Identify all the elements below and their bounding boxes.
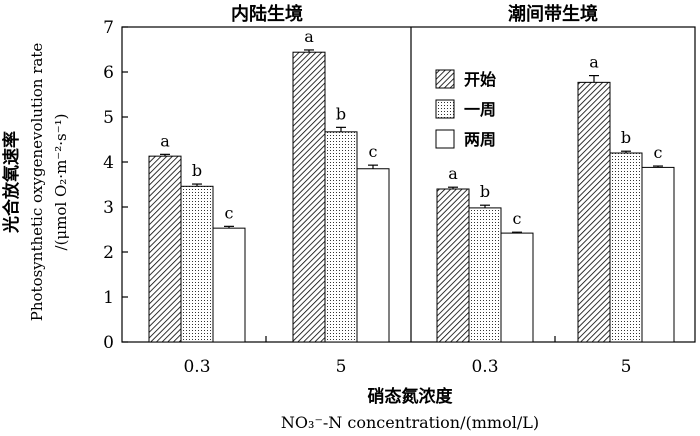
- legend-swatch-week2: [435, 129, 455, 149]
- y-tick-label: 0: [103, 333, 114, 353]
- x-axis-label-en: NO₃⁻-N concentration/(mmol/L): [281, 413, 539, 432]
- bar: [180, 185, 214, 343]
- significance-letter: b: [480, 182, 490, 201]
- x-tick-label: 5: [336, 357, 347, 377]
- y-tick-label: 2: [103, 243, 114, 263]
- y-axis: 0 1 2 3 4 5 6 7: [103, 18, 128, 353]
- significance-letters: a b c a b c a b c a b c: [160, 27, 662, 228]
- y-axis-label-cn: 光合放氧速率: [1, 131, 22, 234]
- significance-letter: a: [304, 27, 314, 46]
- y-axis-label-en: Photosynthetic oxygenevolution rate: [28, 43, 46, 322]
- bar: [148, 155, 182, 343]
- legend-swatch-week1: [435, 99, 455, 119]
- legend-label-week2: 两周: [464, 130, 496, 149]
- bar: [292, 51, 326, 343]
- y-tick-label: 4: [103, 153, 114, 173]
- x-tick-label: 0.3: [471, 357, 498, 377]
- bar: [577, 81, 611, 343]
- bar: [609, 152, 643, 343]
- significance-letter: a: [160, 131, 170, 150]
- x-tick-label: 5: [621, 357, 632, 377]
- y-tick-label: 5: [103, 108, 114, 128]
- bar: [500, 232, 534, 343]
- bar-series: [148, 49, 675, 343]
- significance-letter: a: [448, 164, 458, 183]
- y-tick-label: 7: [103, 18, 114, 38]
- panel-title-left: 内陆生境: [231, 3, 303, 25]
- legend: 开始 一周 两周: [435, 69, 496, 149]
- significance-letter: b: [336, 104, 346, 123]
- y-axis-unit: /(μmol O₂·m⁻²·s⁻¹): [52, 114, 70, 251]
- bar: [436, 188, 470, 343]
- panel-title-right: 潮间带生境: [508, 3, 598, 25]
- significance-letter: c: [513, 209, 522, 228]
- significance-letter: c: [654, 143, 663, 162]
- plot-frame: [121, 26, 696, 343]
- y-tick-label: 6: [103, 63, 114, 83]
- y-tick-label: 1: [103, 288, 114, 308]
- legend-label-start: 开始: [464, 70, 496, 89]
- significance-letter: b: [621, 128, 631, 147]
- x-axis: 0.3 5 0.3 5: [183, 336, 631, 377]
- x-axis-label-cn: 硝态氮浓度: [368, 386, 454, 407]
- legend-label-week1: 一周: [464, 100, 496, 119]
- bar: [468, 207, 502, 343]
- y-tick-label: 3: [103, 198, 114, 218]
- significance-letter: b: [192, 161, 202, 180]
- x-tick-label: 0.3: [183, 357, 210, 377]
- significance-letter: c: [225, 203, 234, 222]
- bar: [212, 227, 246, 343]
- bar: [641, 166, 675, 343]
- significance-letter: a: [589, 53, 599, 72]
- bar: [324, 131, 358, 343]
- significance-letter: c: [369, 142, 378, 161]
- legend-swatch-start: [435, 69, 455, 89]
- bar: [356, 168, 390, 343]
